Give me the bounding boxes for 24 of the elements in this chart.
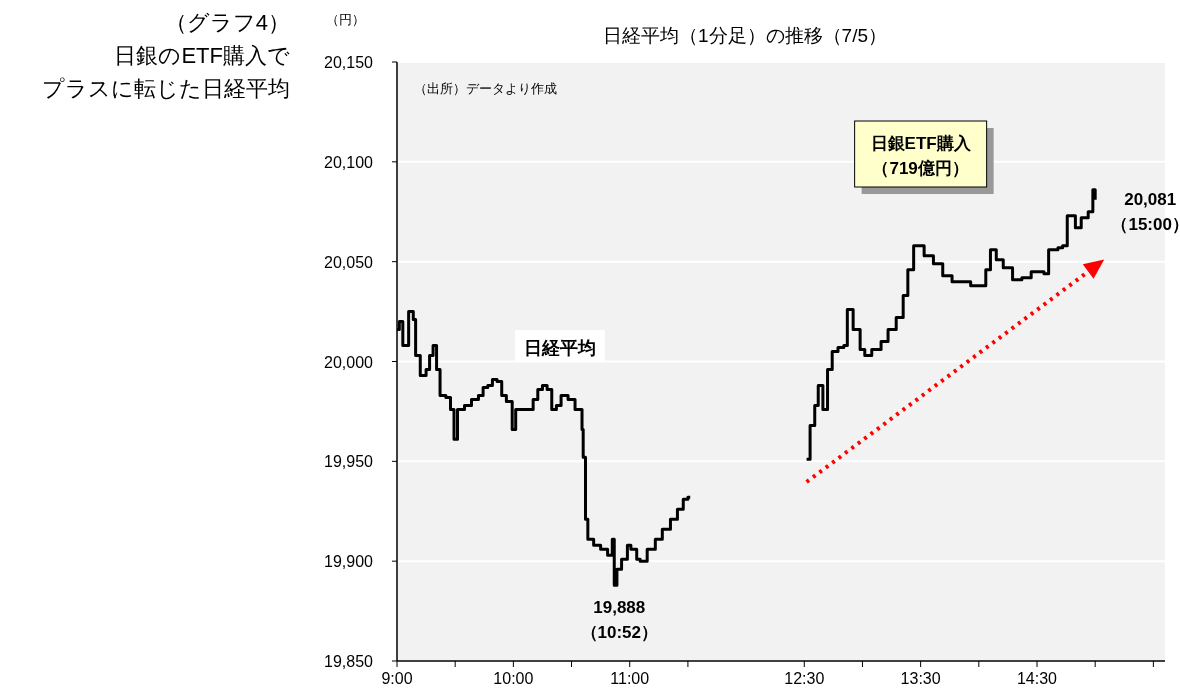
x-tick-label: 13:30 [900, 670, 941, 687]
series-label: 日経平均 [523, 338, 596, 358]
annotation: 20,081 （15:00） [1111, 189, 1180, 234]
y-tick-label: 19,950 [324, 453, 374, 471]
y-tick-label: 20,100 [324, 153, 374, 171]
x-tick-label: 9:00 [381, 670, 413, 687]
chart-title: 日経平均（1分足）の推移（7/5） [603, 25, 887, 46]
annotation: 日銀ETF購入 [870, 134, 972, 153]
x-tick-label: 10:00 [493, 670, 534, 687]
x-tick-label: 14:30 [1016, 670, 1058, 687]
x-tick-label: 12:30 [784, 670, 825, 687]
y-tick-label: 20,050 [324, 253, 374, 271]
y-axis-title: （円） [325, 12, 365, 27]
y-tick-label: 20,000 [324, 353, 374, 371]
text: 日銀のETF購入で [114, 43, 290, 68]
annotation: （719億円） [872, 159, 969, 178]
y-tick-label: 19,850 [324, 653, 374, 670]
chart-subtitle: （グラフ4） [164, 10, 290, 35]
annotation: 19,888 （10:52） [580, 598, 658, 643]
annotation: （出所）データより作成 [414, 81, 557, 96]
y-tick-label: 19,900 [324, 553, 374, 571]
y-tick-label: 20,150 [324, 54, 374, 71]
x-tick-label: 11:00 [610, 670, 650, 687]
text: プラスに転じた日経平均 [42, 76, 290, 101]
